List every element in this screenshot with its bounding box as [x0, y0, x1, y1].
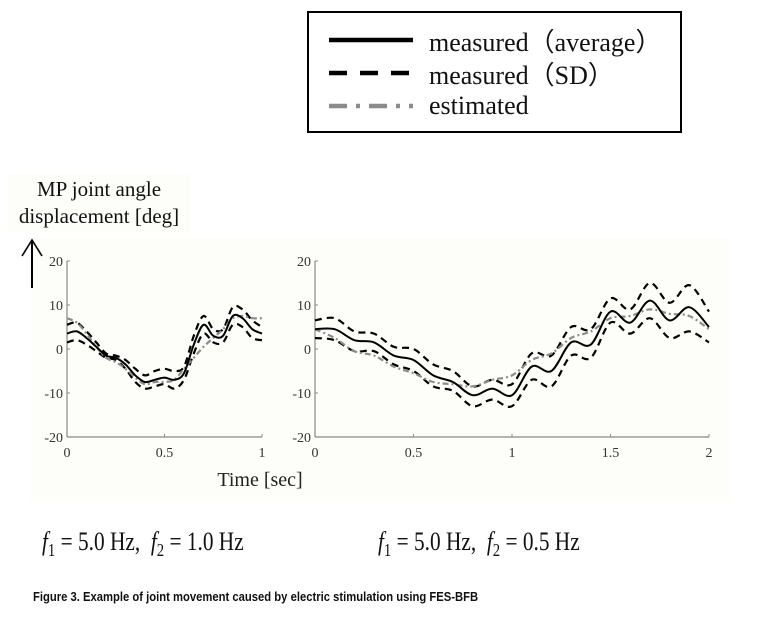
series-line-measured-average: [66, 313, 263, 384]
x-tick-label: 1: [509, 446, 516, 461]
y-tick-label: -10: [292, 387, 311, 402]
f2-value: = 1.0 Hz: [164, 527, 244, 556]
f1-symbol: f: [378, 527, 384, 556]
f1-value: = 5.0 Hz,: [55, 527, 141, 556]
figure-caption: Figure 3. Example of joint movement caus…: [33, 590, 479, 604]
legend-swatch-dashed: [329, 70, 413, 76]
y-tick-label: 20: [49, 255, 63, 270]
f1-subscript: 1: [47, 540, 56, 561]
y-tick-label: 20: [297, 255, 311, 270]
legend-swatch-solid: [329, 37, 413, 43]
y-tick-label: 0: [304, 343, 311, 358]
f2-symbol: f: [486, 527, 493, 556]
y-axis-label-line-2: displacement [deg]: [18, 204, 180, 228]
x-tick-label: 0: [312, 446, 319, 461]
y-tick-label: 10: [297, 299, 311, 314]
series-line-measured-sd-lower: [66, 322, 263, 390]
f2-subscript: 2: [492, 540, 501, 561]
legend-swatch-dash-dot: [329, 103, 413, 109]
f2-symbol: f: [150, 527, 157, 556]
legend-item-measured-average: measured（average）: [327, 25, 661, 57]
f2-value: = 0.5 Hz: [500, 527, 580, 556]
series-line-measured-sd-upper: [314, 281, 710, 388]
x-tick-label: 1: [259, 446, 266, 461]
x-tick-label: 0.5: [405, 446, 423, 461]
x-tick-label: 0.5: [156, 446, 174, 461]
series-line-measured-sd-lower: [314, 317, 710, 408]
y-axis-label-line-1: MP joint angle: [36, 177, 162, 201]
y-axis-label: MP joint angle displacement [deg]: [8, 174, 190, 232]
f1-symbol: f: [42, 527, 48, 556]
x-axis-label: Time [sec]: [217, 469, 303, 491]
f1-subscript: 1: [383, 540, 392, 561]
figure-background: [30, 238, 730, 500]
legend-label: measured（SD）: [429, 60, 614, 90]
legend-label: measured（average）: [429, 27, 662, 57]
legend-label: estimated: [429, 91, 529, 120]
condition-label-right: f1 = 5.0 Hz, f2 = 0.5 Hz: [378, 527, 580, 561]
x-tick-label: 0: [64, 446, 71, 461]
y-tick-label: 0: [56, 343, 63, 358]
f1-value: = 5.0 Hz,: [391, 527, 477, 556]
y-tick-label: 10: [49, 299, 63, 314]
f2-subscript: 2: [156, 540, 165, 561]
series-line-measured-average: [314, 299, 710, 397]
series-line-estimated: [314, 308, 710, 388]
legend: measured（average） measured（SD） estimated: [307, 11, 682, 133]
up-arrow-icon: [21, 238, 43, 288]
legend-item-measured-sd: measured（SD）: [327, 58, 614, 90]
series-line-measured-sd-upper: [66, 304, 263, 377]
y-tick-label: -20: [44, 431, 63, 446]
x-tick-label: 1.5: [602, 446, 620, 461]
legend-item-estimated: estimated: [327, 91, 529, 121]
y-tick-label: -20: [292, 431, 311, 446]
x-tick-label: 2: [706, 446, 713, 461]
y-tick-label: -10: [44, 387, 63, 402]
condition-label-left: f1 = 5.0 Hz, f2 = 1.0 Hz: [42, 527, 244, 561]
